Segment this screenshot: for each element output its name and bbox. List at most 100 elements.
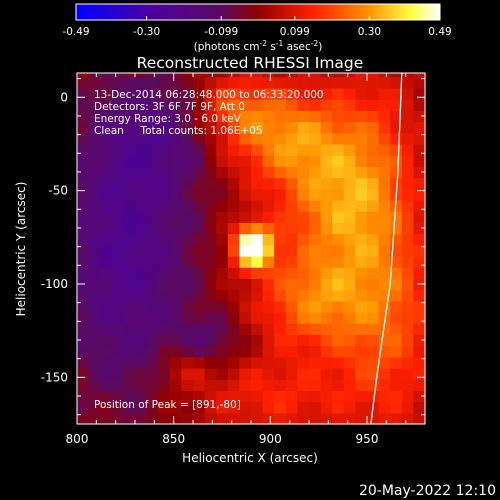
annotation-clean-counts: Clean Total counts: 1.06E+05 [94, 125, 263, 137]
heatmap-cell [135, 166, 148, 179]
heatmap-cell [123, 412, 136, 425]
heatmap-cell [251, 177, 264, 190]
heatmap-cell [262, 345, 275, 358]
heatmap-cell [332, 345, 345, 358]
heatmap-cell [320, 155, 333, 167]
heatmap-cell [355, 345, 368, 358]
heatmap-cell [100, 76, 113, 89]
heatmap-cell [413, 334, 426, 347]
heatmap-cell [111, 401, 124, 414]
heatmap-cell [309, 233, 322, 246]
heatmap-cell [169, 211, 182, 223]
heatmap-cell [169, 334, 182, 347]
heatmap-cell [111, 412, 124, 425]
annotation-energy-range: Energy Range: 3.0 - 6.0 keV [94, 113, 242, 125]
heatmap-cell [100, 132, 113, 145]
heatmap-cell [378, 390, 391, 403]
heatmap-cell [239, 334, 252, 347]
heatmap-cell [216, 267, 229, 279]
heatmap-cell [100, 401, 113, 414]
heatmap-cell [297, 356, 310, 369]
heatmap-cell [355, 99, 368, 111]
heatmap-cell [378, 155, 391, 167]
heatmap-cell [227, 76, 240, 89]
heatmap-cell [251, 244, 264, 257]
heatmap-cell [239, 323, 252, 335]
heatmap-cell [320, 345, 333, 358]
heatmap-cell [204, 412, 217, 425]
heatmap-cell [77, 323, 90, 335]
heatmap-cell [135, 233, 148, 246]
heatmap-cell [123, 255, 136, 268]
heatmap-cell [320, 132, 333, 145]
heatmap-cell [309, 334, 322, 347]
heatmap-cell [204, 300, 217, 313]
heatmap-cell [297, 300, 310, 313]
heatmap-cell [100, 334, 113, 347]
heatmap-cell [262, 121, 275, 134]
heatmap-cell [204, 356, 217, 369]
heatmap-cell [309, 87, 322, 100]
heatmap-cell [111, 278, 124, 291]
heatmap-cell [146, 233, 159, 246]
heatmap-cell [378, 188, 391, 201]
heatmap-cell [227, 188, 240, 201]
heatmap-cell [227, 345, 240, 358]
heatmap-cell [274, 356, 287, 369]
heatmap-cell [274, 390, 287, 403]
heatmap-cell [332, 143, 345, 156]
heatmap-cell [216, 311, 229, 324]
heatmap-cell [216, 155, 229, 167]
heatmap-cell [169, 166, 182, 179]
heatmap-cell [262, 244, 275, 257]
heatmap-cell [285, 143, 298, 156]
heatmap-cell [181, 199, 194, 212]
heatmap-cell [378, 132, 391, 145]
heatmap-cell [285, 311, 298, 324]
heatmap-cell [135, 356, 148, 369]
heatmap-cell [204, 76, 217, 89]
heatmap-cell [100, 345, 113, 358]
heatmap-cell [169, 87, 182, 100]
heatmap-cell [158, 412, 171, 425]
heatmap-cell [297, 199, 310, 212]
heatmap-cell [262, 334, 275, 347]
heatmap-cell [77, 188, 90, 201]
heatmap-cell [262, 73, 275, 78]
heatmap-cell [181, 110, 194, 123]
heatmap-cell [309, 356, 322, 369]
heatmap-cell [401, 99, 414, 111]
heatmap-cell [274, 244, 287, 257]
heatmap-cell [285, 278, 298, 291]
heatmap-cell [111, 110, 124, 123]
heatmap-cell [77, 255, 90, 268]
heatmap-cell [332, 76, 345, 89]
x-tick-label: 800 [66, 432, 89, 446]
heatmap-cell [367, 379, 380, 391]
footer-date: 20-May-2022 12:10 [359, 483, 496, 499]
heatmap-cell [123, 278, 136, 291]
heatmap-cell [239, 188, 252, 201]
heatmap-cell [100, 244, 113, 257]
heatmap-cell [193, 267, 206, 279]
heatmap-cell [204, 211, 217, 223]
heatmap-cell [413, 379, 426, 391]
heatmap-cell [158, 99, 171, 111]
heatmap-cell [262, 390, 275, 403]
heatmap-cell [111, 379, 124, 391]
heatmap-cell [378, 379, 391, 391]
heatmap-cell [390, 300, 403, 313]
heatmap-cell [343, 211, 356, 223]
heatmap-cell [239, 177, 252, 190]
heatmap-cell [77, 121, 90, 134]
heatmap-cell [123, 188, 136, 201]
heatmap-cell [285, 267, 298, 279]
heatmap-cell [169, 244, 182, 257]
heatmap-cell [378, 233, 391, 246]
heatmap-cell [204, 110, 217, 123]
heatmap-cell [413, 390, 426, 403]
heatmap-cell [309, 289, 322, 302]
heatmap-cell [285, 244, 298, 257]
y-tick-label: -150 [41, 370, 68, 384]
heatmap-cell [262, 155, 275, 167]
